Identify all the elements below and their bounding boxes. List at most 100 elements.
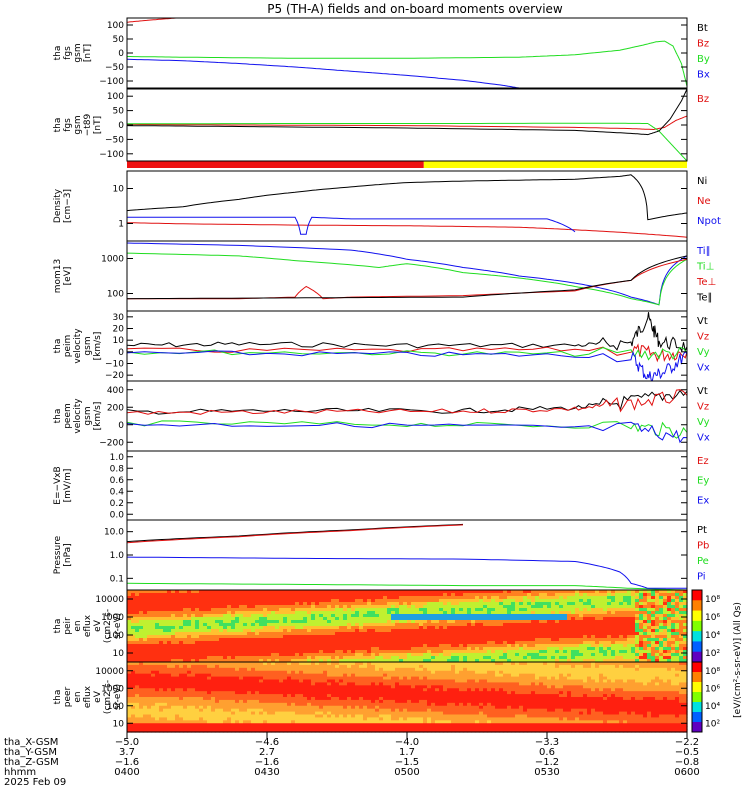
spectrogram-cell bbox=[183, 697, 188, 701]
spectrogram-cell bbox=[283, 729, 288, 733]
spectrogram-cell bbox=[191, 659, 196, 663]
spectrogram-cell bbox=[179, 697, 184, 701]
spectrogram-cell bbox=[227, 596, 232, 600]
spectrogram-cell bbox=[599, 656, 604, 660]
spectrogram-cell bbox=[243, 605, 248, 609]
spectrogram-cell bbox=[363, 667, 368, 672]
spectrogram-cell bbox=[671, 635, 676, 639]
spectrogram-cell bbox=[291, 726, 296, 730]
spectrogram-cell bbox=[367, 617, 372, 621]
spectrogram-cell bbox=[251, 620, 256, 624]
spectrogram-cell bbox=[371, 653, 376, 657]
spectrogram-cell bbox=[319, 662, 324, 666]
spectrogram-cell bbox=[287, 720, 292, 724]
spectrogram-cell bbox=[635, 626, 640, 630]
spectrogram-cell bbox=[495, 638, 500, 642]
spectrogram-cell bbox=[331, 650, 336, 654]
spectrogram-cell bbox=[667, 623, 672, 627]
spectrogram-cell bbox=[147, 650, 152, 654]
spectrogram-cell bbox=[587, 614, 592, 618]
spectrogram-cell bbox=[327, 729, 332, 733]
spectrogram-cell bbox=[683, 656, 688, 660]
spectrogram-cell bbox=[607, 620, 612, 624]
spectrogram-cell bbox=[259, 705, 264, 710]
spectrogram-cell bbox=[583, 644, 588, 648]
spectrogram-cell bbox=[415, 623, 420, 627]
spectrogram-cell bbox=[259, 717, 264, 721]
spectrogram-cell bbox=[539, 653, 544, 657]
spectrogram-cell bbox=[195, 638, 200, 642]
spectrogram-cell bbox=[507, 605, 512, 609]
spectrogram-cell bbox=[335, 593, 340, 597]
spectrogram-cell bbox=[671, 653, 676, 657]
spectrogram-cell bbox=[199, 714, 204, 719]
spectrogram-cell bbox=[467, 602, 472, 606]
spectrogram-cell bbox=[543, 599, 548, 603]
spectrogram-cell bbox=[131, 623, 136, 627]
spectrogram-cell bbox=[255, 602, 260, 606]
spectrogram-cell bbox=[631, 590, 636, 594]
spectrogram-cell bbox=[215, 670, 220, 675]
spectrogram-cell bbox=[355, 679, 360, 684]
spectrogram-cell bbox=[551, 629, 556, 633]
spectrogram-cell bbox=[515, 602, 520, 606]
spectrogram-cell bbox=[175, 620, 180, 624]
spectrogram-cell bbox=[211, 694, 216, 698]
spectrogram-cell bbox=[335, 590, 340, 594]
spectrogram-cell bbox=[203, 720, 208, 724]
spectrogram-cell bbox=[507, 635, 512, 639]
spectrogram-cell bbox=[167, 626, 172, 630]
spectrogram-cell bbox=[227, 694, 232, 698]
spectrogram-cell bbox=[487, 635, 492, 639]
spectrogram-cell bbox=[251, 711, 256, 716]
spectrogram-cell bbox=[619, 623, 624, 627]
spectrogram-cell bbox=[587, 647, 592, 651]
spectrogram-cell bbox=[155, 676, 160, 681]
spectrogram-cell bbox=[631, 659, 636, 663]
spectrogram-cell bbox=[319, 717, 324, 721]
spectrogram-cell bbox=[375, 593, 380, 597]
spectrogram-cell bbox=[387, 656, 392, 660]
spectrogram-cell bbox=[199, 667, 204, 672]
spectrogram-cell bbox=[331, 599, 336, 603]
spectrogram-cell bbox=[143, 650, 148, 654]
spectrogram-cell bbox=[271, 726, 276, 730]
spectrogram-cell bbox=[427, 596, 432, 600]
spectrogram-cell bbox=[427, 602, 432, 606]
spectrogram-cell bbox=[639, 590, 644, 594]
spectrogram-cell bbox=[439, 653, 444, 657]
spectrogram-cell bbox=[199, 717, 204, 721]
spectrogram-cell bbox=[543, 632, 548, 636]
spectrogram-cell bbox=[575, 614, 580, 618]
spectrogram-cell bbox=[179, 726, 184, 730]
spectrogram-cell bbox=[619, 617, 624, 621]
spectrogram-cell bbox=[491, 644, 496, 648]
spectrogram-cell bbox=[311, 702, 316, 707]
spectrogram-cell bbox=[479, 641, 484, 645]
spectrogram-cell bbox=[371, 596, 376, 600]
spectrogram-cell bbox=[559, 602, 564, 606]
spectrogram-cell bbox=[519, 650, 524, 654]
spectrogram-cell bbox=[495, 614, 500, 618]
spectrogram-cell bbox=[211, 667, 216, 672]
spectrogram-cell bbox=[479, 629, 484, 633]
spectrogram-cell bbox=[175, 656, 180, 660]
spectrogram-cell bbox=[191, 691, 196, 695]
spectrogram-cell bbox=[387, 614, 392, 618]
spectrogram-cell bbox=[367, 599, 372, 603]
spectrogram-cell bbox=[531, 617, 536, 621]
spectrogram-cell bbox=[299, 717, 304, 721]
spectrogram-cell bbox=[351, 726, 356, 730]
spectrogram-cell bbox=[235, 667, 240, 672]
spectrogram-cell bbox=[275, 653, 280, 657]
spectrogram-cell bbox=[219, 682, 224, 686]
spectrogram-cell bbox=[543, 620, 548, 624]
spectrogram-cell bbox=[267, 599, 272, 603]
spectrogram-cell bbox=[487, 611, 492, 615]
spectrogram-cell bbox=[467, 611, 472, 615]
spectrogram-cell bbox=[631, 644, 636, 648]
spectrogram-cell bbox=[675, 641, 680, 645]
spectrogram-cell bbox=[419, 659, 424, 663]
spectrogram-cell bbox=[311, 691, 316, 695]
spectrogram-cell bbox=[131, 694, 136, 698]
